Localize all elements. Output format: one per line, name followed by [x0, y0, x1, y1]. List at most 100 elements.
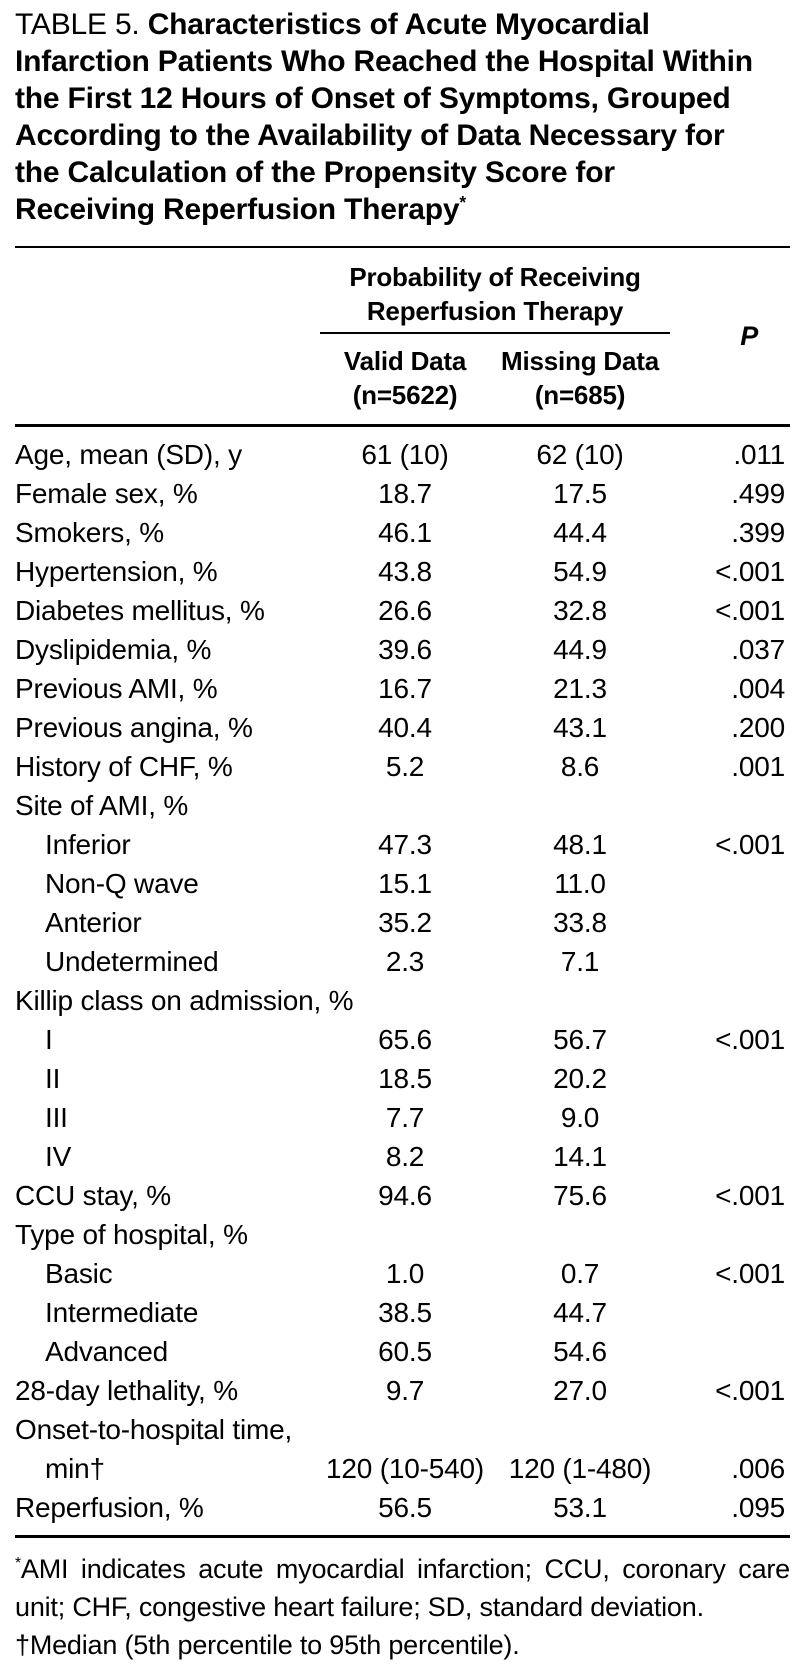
row-label: Intermediate	[45, 1296, 199, 1328]
row-label: CCU stay, %	[15, 1179, 171, 1211]
row-label: min†	[45, 1452, 105, 1484]
missing-data-value: 27.0	[553, 1374, 607, 1406]
row-label: Dyslipidemia, %	[15, 633, 212, 665]
valid-data-value: 8.2	[385, 1140, 425, 1172]
table-row: History of CHF, % 5.2 8.6 .001	[15, 747, 790, 786]
p-value: .200	[731, 711, 785, 743]
p-column-header: P	[740, 321, 758, 351]
row-label: Previous angina, %	[15, 711, 253, 743]
column-header-row: Valid Data (n=5622) Missing Data (n=685)	[15, 333, 790, 426]
footnote-abbreviations-text: AMI indicates acute myocardial infarctio…	[15, 1554, 790, 1622]
missing-data-value: 14.1	[553, 1140, 607, 1172]
missing-data-value: 48.1	[553, 828, 607, 860]
table-row: Anterior 35.2 33.8	[15, 903, 790, 942]
p-value	[670, 1410, 790, 1449]
row-label: 28-day lethality, %	[15, 1374, 238, 1406]
table-body: Age, mean (SD), y 61 (10) 62 (10) .011 Femal…	[15, 426, 790, 1537]
footnote-abbreviations: *AMI indicates acute myocardial infarcti…	[15, 1550, 790, 1626]
table-row: Diabetes mellitus, % 26.6 32.8 <.001	[15, 591, 790, 630]
table-row: Hypertension, % 43.8 54.9 <.001	[15, 552, 790, 591]
table-row: CCU stay, % 94.6 75.6 <.001	[15, 1176, 790, 1215]
spanner-header: Probability of Receiving Reperfusion The…	[320, 247, 670, 334]
row-label: Diabetes mellitus, %	[15, 594, 265, 626]
valid-data-value: 56.5	[378, 1491, 432, 1523]
footnotes: *AMI indicates acute myocardial infarcti…	[15, 1550, 790, 1664]
valid-data-value: 26.6	[378, 594, 432, 626]
p-value	[670, 1059, 790, 1098]
table-row: 28-day lethality, % 9.7 27.0 <.001	[15, 1371, 790, 1410]
table-row: Onset-to-hospital time,	[15, 1410, 790, 1449]
row-label: Previous AMI, %	[15, 672, 218, 704]
table-row: Type of hospital, %	[15, 1215, 790, 1254]
missing-data-value: 20.2	[553, 1062, 607, 1094]
valid-data-value	[320, 786, 490, 825]
p-value: .006	[731, 1452, 785, 1484]
table-row: Smokers, % 46.1 44.4 .399	[15, 513, 790, 552]
missing-data-value: 0.7	[560, 1257, 600, 1289]
valid-data-value: 39.6	[378, 633, 432, 665]
missing-data-value: 33.8	[553, 906, 607, 938]
p-value: .037	[731, 633, 785, 665]
row-label: Killip class on admission, %	[15, 984, 354, 1016]
row-label: Site of AMI, %	[15, 789, 189, 821]
row-label: Onset-to-hospital time,	[15, 1413, 293, 1445]
missing-data-header-line2: (n=685)	[534, 380, 626, 410]
p-value: <.001	[715, 555, 785, 587]
missing-data-value	[490, 1410, 670, 1449]
missing-data-value: 11.0	[554, 867, 606, 899]
valid-data-value: 18.5	[378, 1062, 432, 1094]
characteristics-table: Probability of Receiving Reperfusion The…	[15, 246, 790, 1538]
table-row: Advanced 60.5 54.6	[15, 1332, 790, 1371]
missing-data-value: 44.7	[553, 1296, 607, 1328]
p-value	[670, 864, 790, 903]
p-value: <.001	[715, 1257, 785, 1289]
row-label: Reperfusion, %	[15, 1491, 204, 1523]
valid-data-value: 15.1	[378, 867, 432, 899]
valid-data-value: 120 (10-540)	[326, 1452, 484, 1484]
valid-data-value: 38.5	[378, 1296, 432, 1328]
p-value: <.001	[715, 1023, 785, 1055]
valid-data-value: 1.0	[385, 1257, 425, 1289]
title-footnote-marker: *	[459, 192, 466, 212]
table-row: Reperfusion, % 56.5 53.1 .095	[15, 1488, 790, 1537]
row-label: Hypertension, %	[15, 555, 218, 587]
p-value: .499	[731, 477, 785, 509]
valid-data-value: 35.2	[378, 906, 432, 938]
table-row: Undetermined 2.3 7.1	[15, 942, 790, 981]
spanner-line2: Reperfusion Therapy	[366, 296, 624, 326]
row-label: III	[45, 1101, 68, 1133]
valid-data-value: 65.6	[378, 1023, 432, 1055]
table-row: Age, mean (SD), y 61 (10) 62 (10) .011	[15, 426, 790, 475]
table-row: II 18.5 20.2	[15, 1059, 790, 1098]
missing-data-value: 21.3	[553, 672, 607, 704]
table-title: TABLE 5. Characteristics of Acute Myocar…	[15, 6, 755, 228]
row-label: Advanced	[45, 1335, 168, 1367]
row-label: Non-Q wave	[45, 867, 199, 899]
table-row: Female sex, % 18.7 17.5 .499	[15, 474, 790, 513]
table-row: Inferior 47.3 48.1 <.001	[15, 825, 790, 864]
valid-data-value: 5.2	[385, 750, 425, 782]
p-value	[670, 903, 790, 942]
p-value	[670, 786, 790, 825]
row-label: Age, mean (SD), y	[15, 438, 242, 470]
p-value: .004	[731, 672, 785, 704]
row-label: Inferior	[45, 828, 131, 860]
missing-data-value: 62 (10)	[536, 438, 624, 470]
table-row: Non-Q wave 15.1 11.0	[15, 864, 790, 903]
asterisk-footnote-marker: *	[15, 1555, 21, 1572]
missing-data-value: 9.0	[560, 1101, 600, 1133]
valid-data-value	[320, 1410, 490, 1449]
p-value: <.001	[715, 594, 785, 626]
row-label: Anterior	[45, 906, 142, 938]
row-label: IV	[45, 1140, 72, 1172]
valid-data-value: 60.5	[378, 1335, 432, 1367]
missing-data-value: 54.6	[553, 1335, 607, 1367]
row-label: Female sex, %	[15, 477, 198, 509]
p-value	[670, 1215, 790, 1254]
table-row: Intermediate 38.5 44.7	[15, 1293, 790, 1332]
missing-data-value: 44.4	[553, 516, 607, 548]
missing-data-value: 8.6	[560, 750, 600, 782]
table-row: Killip class on admission, %	[15, 981, 790, 1020]
p-value: .095	[731, 1491, 785, 1523]
